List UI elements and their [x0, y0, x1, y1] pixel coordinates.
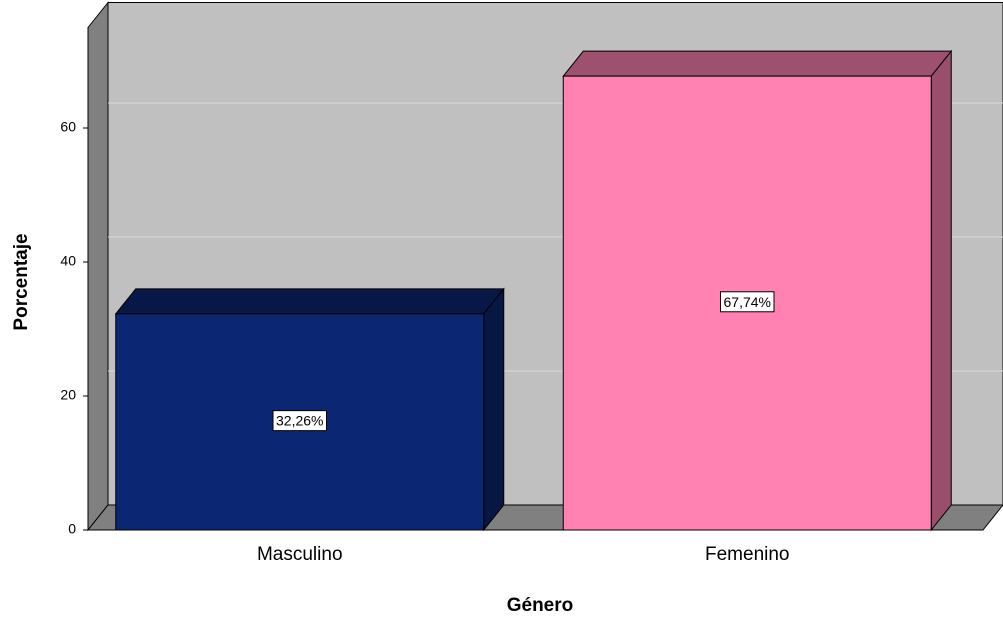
x-axis-title: Género	[507, 595, 574, 616]
value-label-box	[272, 410, 327, 432]
y-tick-label: 40	[60, 253, 76, 269]
x-tick-label: Masculino	[257, 544, 343, 565]
bar-top	[114, 288, 505, 315]
bar-side	[483, 287, 505, 532]
value-label-box	[720, 291, 775, 313]
y-tick-label: 60	[60, 119, 76, 135]
bar-top	[562, 50, 953, 77]
y-tick-label: 20	[60, 387, 76, 403]
value-label: 32,26%	[276, 413, 323, 429]
x-tick-label: Femenino	[705, 544, 790, 565]
bar-side	[930, 49, 952, 532]
value-label: 67,74%	[724, 294, 771, 310]
left-wall	[87, 1, 109, 532]
y-tick-label: 0	[68, 521, 76, 537]
y-axis-title: Porcentaje	[11, 233, 32, 330]
